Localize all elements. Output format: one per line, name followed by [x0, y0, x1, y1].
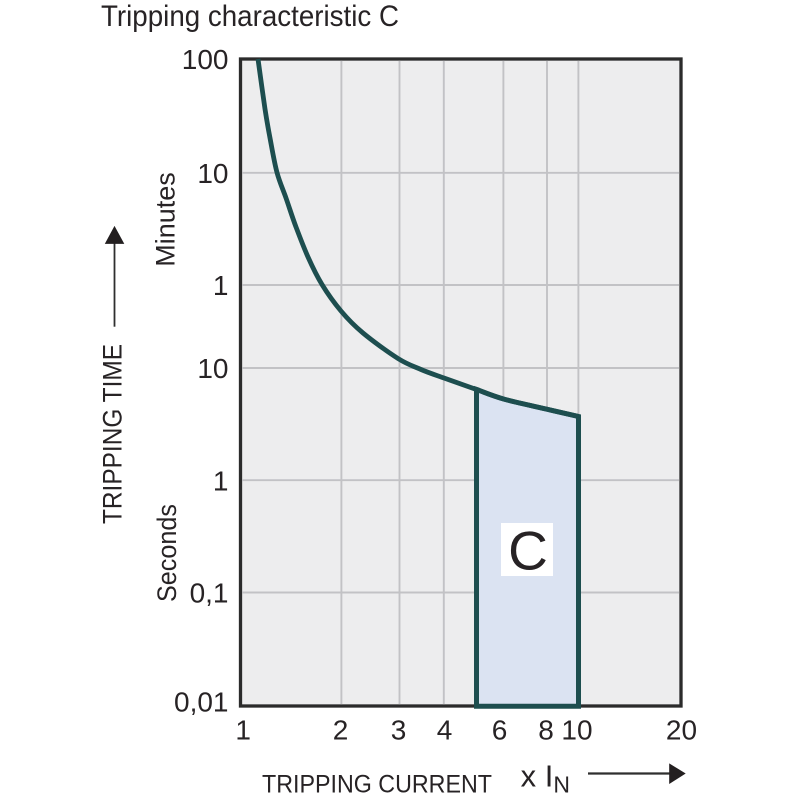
svg-text:1: 1: [213, 465, 229, 496]
svg-text:C: C: [508, 520, 548, 582]
svg-text:TRIPPING TIME: TRIPPING TIME: [98, 344, 128, 524]
svg-text:0,1: 0,1: [190, 578, 229, 609]
svg-text:10: 10: [561, 715, 592, 746]
svg-text:20: 20: [666, 715, 697, 746]
svg-text:10: 10: [197, 158, 228, 189]
svg-text:4: 4: [437, 715, 453, 746]
svg-text:6: 6: [492, 715, 508, 746]
svg-text:10: 10: [197, 353, 228, 384]
svg-text:x IN: x IN: [521, 759, 570, 798]
svg-text:2: 2: [333, 715, 349, 746]
svg-text:1: 1: [235, 715, 251, 746]
svg-text:100: 100: [182, 44, 229, 75]
svg-text:Tripping characteristic C: Tripping characteristic C: [101, 0, 399, 33]
svg-text:3: 3: [391, 715, 407, 746]
svg-text:8: 8: [538, 715, 554, 746]
svg-text:0,01: 0,01: [174, 686, 229, 717]
svg-text:Seconds: Seconds: [152, 504, 182, 602]
svg-text:TRIPPING CURRENT: TRIPPING CURRENT: [262, 771, 492, 799]
svg-text:1: 1: [213, 270, 229, 301]
svg-text:Minutes: Minutes: [151, 172, 181, 267]
